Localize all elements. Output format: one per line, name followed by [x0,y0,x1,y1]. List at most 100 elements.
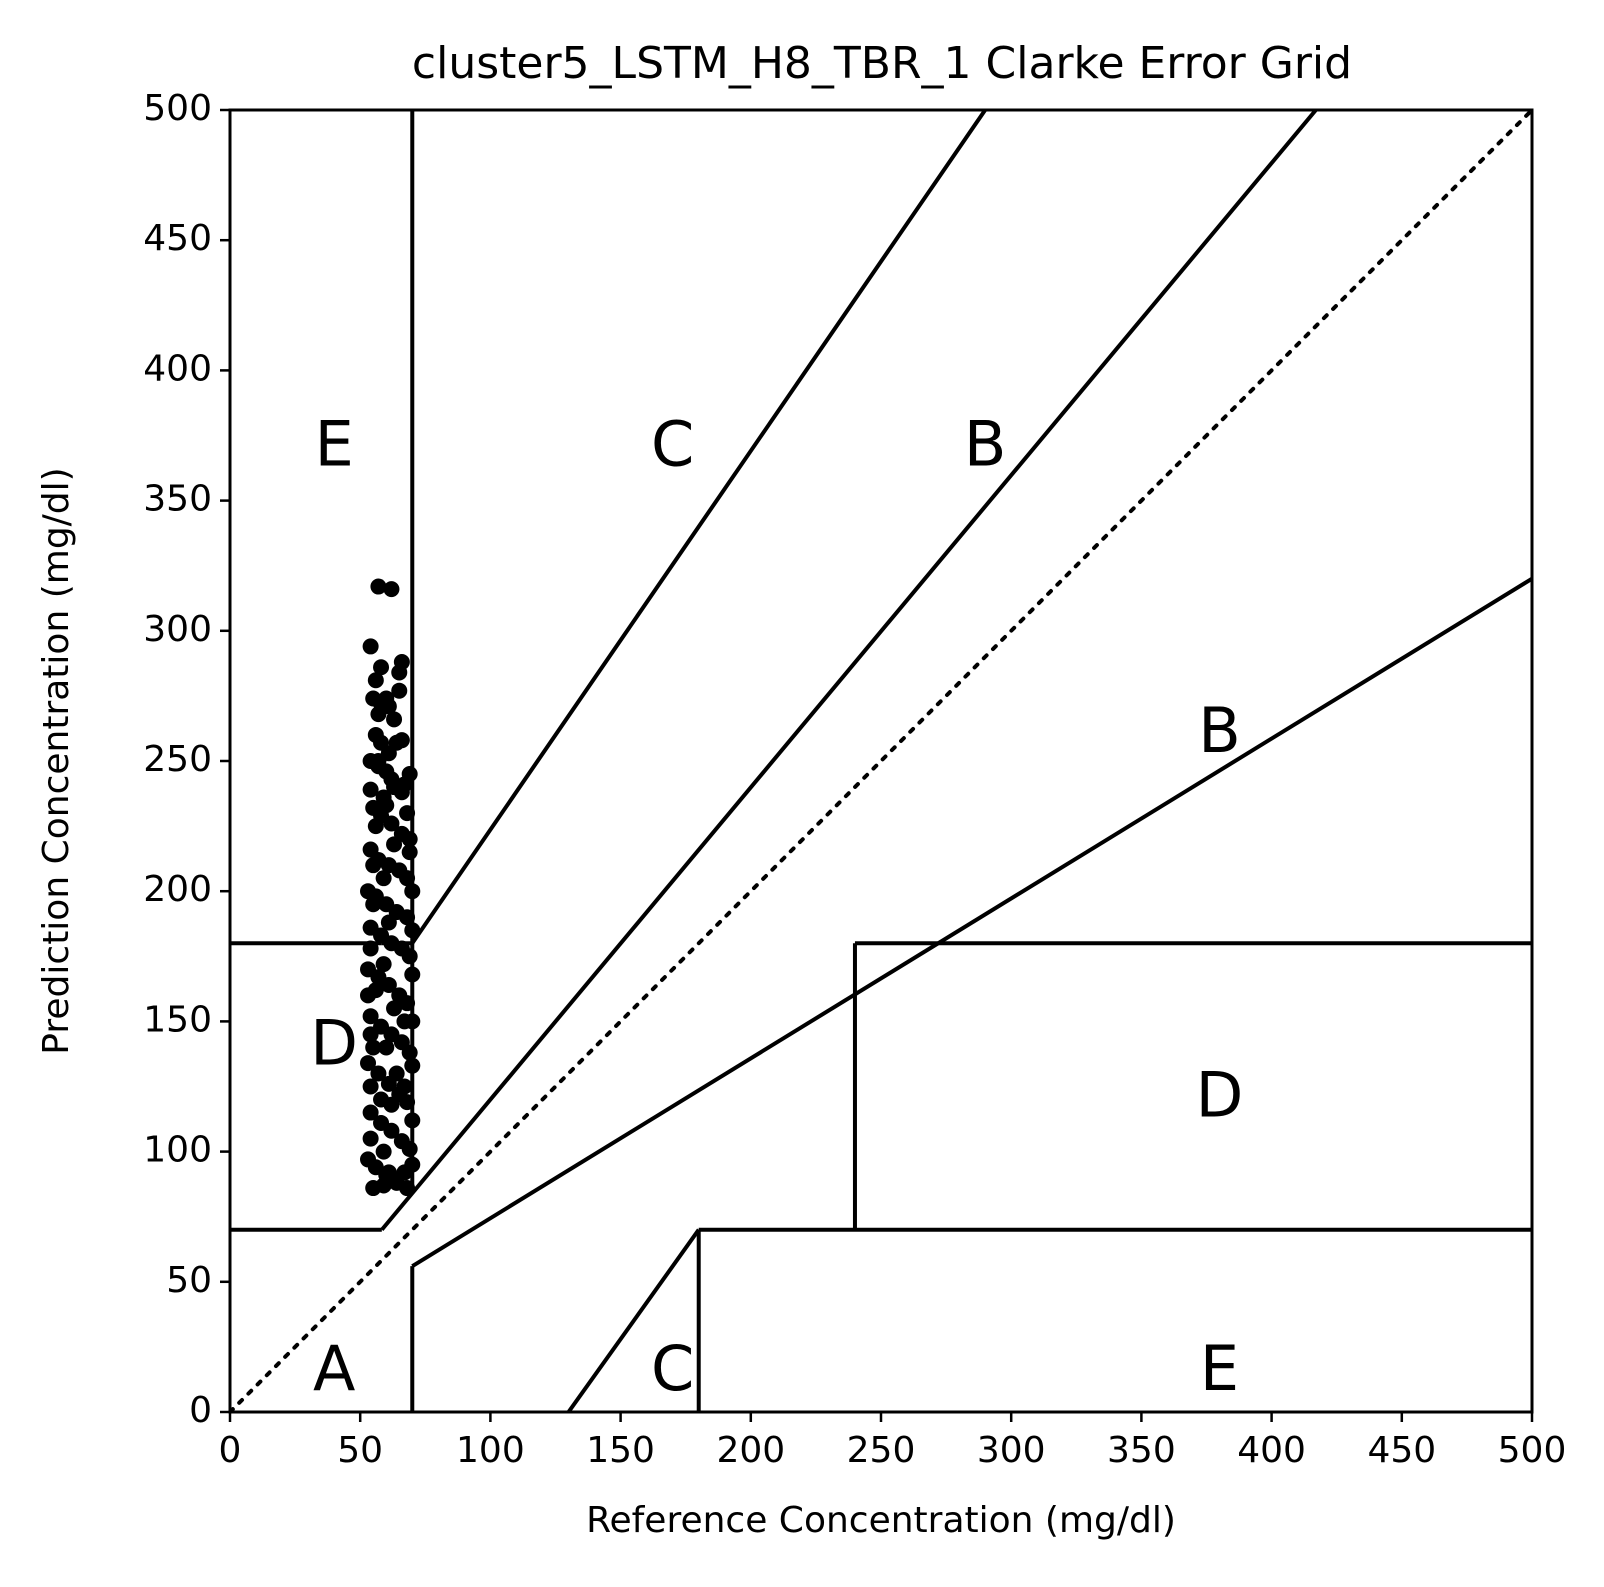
data-point-40 [399,909,416,926]
data-point-60 [399,1094,416,1111]
data-point-107 [388,1065,405,1082]
data-point-106 [373,1091,390,1108]
data-point-80 [362,1026,379,1043]
data-point-88 [365,857,382,874]
data-point-111 [396,1078,413,1095]
y-tick-label-0: 0 [189,1390,212,1431]
identity-line-layer [228,108,1534,1414]
data-point-17 [393,732,410,749]
y-tick-label-450: 450 [143,218,212,259]
zone-label-e-8: E [1200,1332,1239,1405]
data-point-45 [401,948,418,965]
data-point-65 [401,1140,418,1157]
y-tick-label-200: 200 [143,869,212,910]
x-tick-label-0: 0 [219,1430,242,1471]
data-point-109 [396,1013,413,1030]
data-point-93 [393,784,410,801]
data-point-75 [404,1156,421,1173]
x-axis-ticks: 0 50 100 150 200 250 300 350 400 450 500 [219,1412,1567,1471]
data-point-12 [370,706,387,723]
data-point-98 [375,870,392,887]
x-tick-label-250: 250 [847,1430,916,1471]
zone-label-c-1: C [651,408,694,481]
chart-title: cluster5_LSTM_H8_TBR_1 Clarke Error Grid [412,38,1352,89]
data-point-90 [367,818,384,835]
x-tick-label-450: 450 [1367,1430,1436,1471]
data-point-50 [399,995,416,1012]
x-axis-label: Reference Concentration (mg/dl) [586,1500,1176,1541]
data-point-97 [386,836,403,853]
data-point-7 [391,682,408,699]
y-tick-label-250: 250 [143,739,212,780]
x-tick-label-350: 350 [1107,1430,1176,1471]
data-point-99 [380,914,397,931]
data-point-3 [367,672,384,689]
y-tick-label-50: 50 [166,1260,212,1301]
x-tick-label-200: 200 [716,1430,785,1471]
data-point-87 [404,883,421,900]
y-tick-label-300: 300 [143,609,212,650]
data-point-104 [375,1143,392,1160]
zone-label-d-5: D [1196,1059,1244,1132]
zone-label-b-3: B [1198,694,1241,767]
x-tick-label-400: 400 [1237,1430,1306,1471]
data-point-78 [362,1078,379,1095]
x-tick-label-50: 50 [337,1430,383,1471]
y-axis-label: Prediction Concentration (mg/dl) [36,467,77,1054]
data-point-108 [367,982,384,999]
zone-label-e-0: E [315,408,354,481]
zone-line-5 [411,577,1534,1268]
zone-labels: E C B B D D A C E [310,408,1243,1405]
data-point-102 [378,1039,395,1056]
data-point-13 [386,711,403,728]
data-point-77 [404,1112,421,1129]
data-point-0 [370,578,387,595]
x-tick-label-300: 300 [977,1430,1046,1471]
data-point-85 [404,922,421,939]
x-tick-label-500: 500 [1498,1430,1567,1471]
data-point-83 [404,966,421,983]
data-point-4 [373,659,390,676]
data-point-95 [370,753,387,769]
data-point-91 [399,805,416,822]
data-point-84 [362,940,379,957]
data-point-57 [370,1065,387,1082]
zone-label-c-7: C [651,1332,694,1405]
data-point-89 [401,844,418,861]
data-point-79 [404,1057,421,1074]
data-point-105 [380,1164,397,1181]
x-tick-label-150: 150 [586,1430,655,1471]
data-point-6 [391,664,408,681]
data-point-86 [365,896,382,913]
y-tick-label-500: 500 [143,88,212,129]
data-point-70 [399,1180,416,1197]
data-points [360,578,421,1197]
data-point-94 [383,771,400,788]
data-point-51 [362,1008,379,1025]
data-point-28 [383,815,400,832]
zone-line-3 [380,108,1318,1232]
data-point-2 [362,638,379,655]
y-axis-ticks: 0 50 100 150 200 250 300 350 400 450 500 [143,88,230,1431]
zone-line-6 [566,1228,701,1414]
identity-line [228,108,1534,1414]
data-point-35 [399,870,416,887]
data-point-1 [383,581,400,598]
data-point-61 [362,1104,379,1121]
zone-line-2 [410,108,987,945]
data-point-48 [380,976,397,993]
data-point-55 [401,1044,418,1061]
data-point-63 [383,1122,400,1139]
data-point-100 [375,956,392,973]
zone-label-d-4: D [310,1007,358,1080]
data-point-76 [362,1130,379,1147]
zone-label-b-2: B [964,408,1007,481]
y-tick-label-100: 100 [143,1130,212,1171]
y-tick-label-150: 150 [143,999,212,1040]
data-point-30 [401,831,418,848]
x-tick-label-100: 100 [456,1430,525,1471]
y-tick-label-350: 350 [143,479,212,520]
data-point-101 [386,1000,403,1017]
data-point-23 [362,781,379,798]
